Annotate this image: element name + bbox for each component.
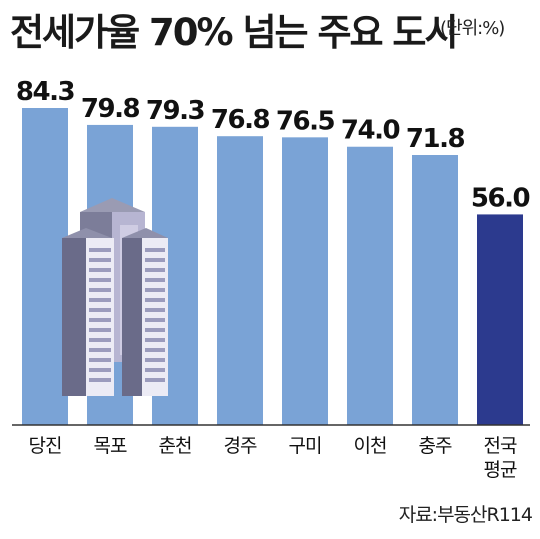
value-label-7: 56.0 bbox=[471, 183, 530, 213]
bar-4 bbox=[282, 137, 328, 425]
category-label-3: 경주 bbox=[224, 435, 257, 457]
value-label-1: 79.8 bbox=[81, 94, 140, 124]
apartment-building-illustration bbox=[62, 198, 168, 396]
category-label-6: 충주 bbox=[419, 435, 452, 457]
category-label-1: 목포 bbox=[94, 435, 127, 457]
bar-0 bbox=[22, 108, 68, 425]
value-label-2: 79.3 bbox=[146, 96, 205, 126]
category-label-2: 춘천 bbox=[159, 435, 192, 457]
value-label-4: 76.5 bbox=[276, 106, 335, 136]
chart-title: 전세가율 70% 넘는 주요 도시 bbox=[10, 11, 458, 54]
value-label-3: 76.8 bbox=[211, 105, 270, 135]
bar-7 bbox=[477, 214, 523, 425]
unit-label: (단위:%) bbox=[440, 18, 505, 39]
category-label-4: 구미 bbox=[289, 435, 322, 457]
category-label-7-line-1: 평균 bbox=[484, 459, 517, 481]
bar-3 bbox=[217, 136, 263, 425]
value-label-5: 74.0 bbox=[341, 116, 400, 146]
bar-5 bbox=[347, 146, 393, 425]
category-label-0: 당진 bbox=[29, 435, 62, 457]
category-label-7-line-0: 전국 bbox=[484, 435, 517, 457]
source-note: 자료:부동산R114 bbox=[398, 504, 533, 526]
category-label-5: 이천 bbox=[354, 435, 387, 457]
value-label-6: 71.8 bbox=[406, 124, 465, 154]
value-label-0: 84.3 bbox=[16, 77, 75, 107]
bar-6 bbox=[412, 155, 458, 425]
